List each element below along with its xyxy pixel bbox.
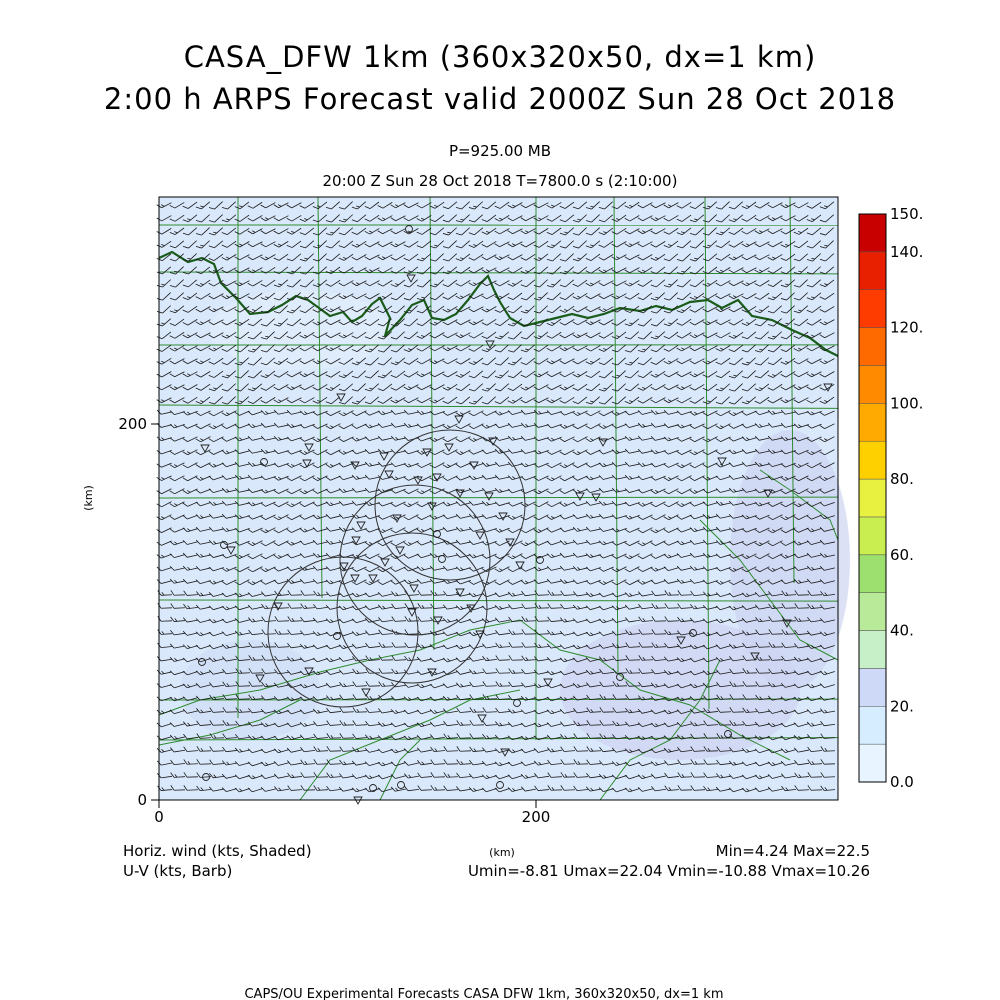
colorbar-tick-label: 150. [890,205,923,223]
shading-cell [730,430,850,690]
colorbar-tick-label: 60. [890,546,914,564]
colorbar-tick-label: 100. [890,394,923,412]
colorbar-segment [859,744,886,782]
colorbar-segment [859,631,886,669]
colorbar-segment [859,290,886,328]
colorbar-tick-label: 120. [890,319,923,337]
colorbar-tick-label: 40. [890,622,914,640]
credit-line: CAPS/OU Experimental Forecasts CASA DFW … [244,987,723,1000]
colorbar-segment [859,593,886,631]
min-max-readout: Min=4.24 Max=22.5 [716,842,870,860]
y-tick-label: 0 [137,791,147,809]
shading-cell [180,640,320,740]
colorbar-segment [859,441,886,479]
x-axis-label: (km) [489,846,515,859]
colorbar-tick-label: 80. [890,470,914,488]
colorbar-segment [859,365,886,403]
y-axis-label: (km) [82,485,95,511]
y-tick-label: 200 [118,415,147,433]
colorbar-segment [859,668,886,706]
colorbar-segment [859,403,886,441]
colorbar-segment [859,555,886,593]
colorbar-segment [859,252,886,290]
vector-label: U-V (kts, Barb) [123,862,232,880]
shading-cell [210,290,390,370]
colorbar-tick-label: 20. [890,697,914,715]
colorbar-segment [859,706,886,744]
x-tick-label: 0 [154,808,164,826]
colorbar-segment [859,328,886,366]
x-tick-label: 200 [522,808,551,826]
colorbar-segment [859,517,886,555]
colorbar-segment [859,479,886,517]
colorbar-tick-label: 140. [890,243,923,261]
colorbar-segment [859,214,886,252]
colorbar-tick-label: 0.0 [890,773,914,791]
uv-stats-readout: Umin=-8.81 Umax=22.04 Vmin=-10.88 Vmax=1… [468,862,870,880]
field-label: Horiz. wind (kts, Shaded) [123,842,312,860]
colorbar: 0.0 20. 40. 60. 80. 100. 120. 140. 150. [859,205,923,791]
